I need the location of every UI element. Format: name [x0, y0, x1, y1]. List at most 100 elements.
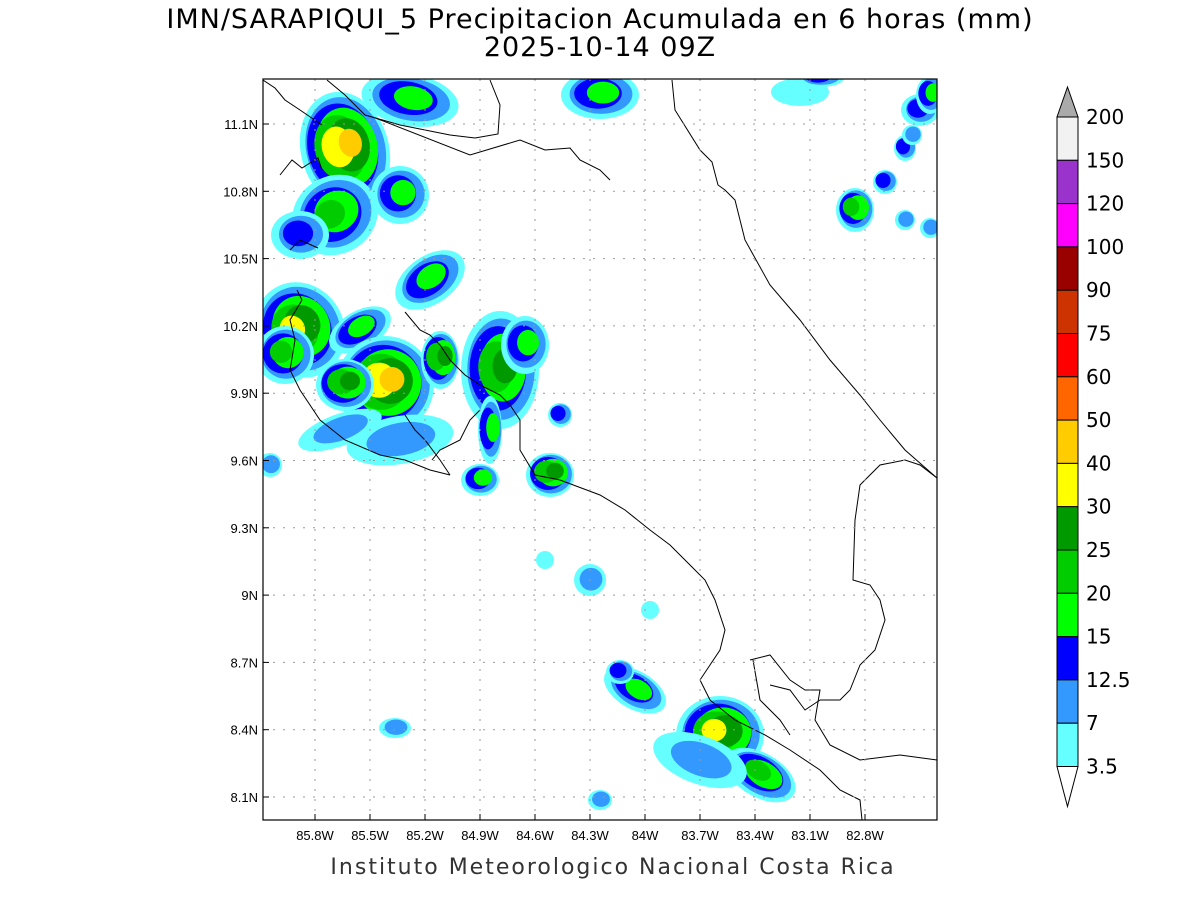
precip-contour: [875, 172, 891, 188]
colorbar-under-triangle: [1056, 766, 1079, 809]
colorbar-swatch: [1056, 419, 1079, 464]
lon-tick-label: 83.7W: [681, 828, 719, 843]
colorbar-swatch: [1056, 116, 1079, 161]
coastline-border: [289, 289, 451, 476]
precip-contour: [393, 86, 433, 111]
precip-contour: [536, 551, 554, 569]
precip-contour: [806, 79, 830, 83]
lat-tick-label: 9.9N: [231, 386, 258, 401]
colorbar-swatch: [1056, 722, 1079, 768]
colorbar-label: 50: [1086, 408, 1111, 432]
precip-contour: [670, 740, 732, 779]
coastline-border: [279, 157, 323, 176]
coastline-border: [671, 79, 937, 479]
colorbar-swatch: [1056, 679, 1079, 724]
colorbar-label: 90: [1086, 278, 1111, 302]
precip-contour: [745, 759, 772, 781]
chart-subtitle: 2025-10-14 09Z: [483, 32, 717, 63]
colorbar-swatch: [1056, 549, 1079, 594]
coastline-border: [749, 654, 937, 761]
precip-contour: [550, 405, 566, 421]
lat-tick-label: 8.7N: [231, 655, 258, 670]
precip-contour: [641, 601, 659, 619]
colorbar-swatch: [1056, 636, 1079, 681]
coastline-border: [404, 311, 863, 820]
precip-contour: [905, 126, 921, 142]
coastline-border: [431, 409, 481, 461]
lat-tick-label: 11.1N: [224, 117, 258, 132]
colorbar-swatch: [1056, 333, 1079, 378]
lon-tick-label: 84.9W: [461, 828, 499, 843]
lat-tick-label: 10.2N: [223, 319, 258, 334]
precip-contour: [925, 83, 937, 102]
colorbar-swatch: [1056, 246, 1079, 291]
lon-tick-label: 84.6W: [516, 828, 554, 843]
precip-contour: [898, 211, 914, 227]
coastline-border: [752, 659, 791, 736]
coastline-border: [820, 459, 937, 701]
precip-contour: [437, 345, 453, 367]
precip-contour: [282, 220, 314, 247]
lon-tick-label: 85.5W: [351, 828, 389, 843]
precip-contour: [366, 421, 436, 457]
lat-tick-label: 10.8N: [223, 184, 258, 199]
colorbar-label: 200: [1086, 105, 1124, 129]
colorbar-label: 100: [1086, 235, 1124, 259]
precip-contour: [586, 81, 620, 104]
precip-field: [263, 79, 937, 820]
colorbar-label: 15: [1086, 625, 1111, 649]
colorbar-label: 120: [1086, 192, 1124, 216]
colorbar-swatch: [1056, 289, 1079, 335]
colorbar-swatch: [1056, 376, 1079, 421]
chart-title: IMN/SARAPIQUI_5 Precipitacion Acumulada …: [166, 4, 1034, 35]
lon-tick-label: 83.4W: [736, 828, 774, 843]
lat-tick-label: 9.6N: [231, 454, 258, 469]
colorbar-label: 25: [1086, 538, 1111, 562]
colorbar-label: 40: [1086, 451, 1111, 475]
colorbar-label: 30: [1086, 495, 1111, 519]
precip-contour: [625, 678, 653, 701]
precip-contour: [263, 455, 280, 474]
lat-tick-label: 10.5N: [223, 252, 258, 267]
map-frame: [262, 78, 938, 821]
precip-contour: [313, 414, 368, 444]
lon-tick-label: 83.1W: [791, 828, 829, 843]
lon-tick-label: 82.8W: [846, 828, 884, 843]
precip-contour: [486, 413, 500, 443]
colorbar-label: 60: [1086, 365, 1111, 389]
precip-contour: [384, 719, 408, 735]
colorbar-label: 12.5: [1086, 668, 1131, 692]
precip-contour: [803, 79, 839, 85]
coastline-border: [326, 79, 501, 139]
lon-tick-label: 85.2W: [406, 828, 444, 843]
footer-credit: Instituto Meteorologico Nacional Costa R…: [330, 855, 896, 880]
lon-tick-label: 84.3W: [571, 828, 609, 843]
lon-tick-label: 84W: [632, 828, 659, 843]
lat-tick-label: 9N: [241, 588, 258, 603]
colorbar-label: 3.5: [1086, 755, 1118, 779]
coastline-border: [769, 684, 821, 711]
colorbar-swatch: [1056, 462, 1079, 508]
precip-contour: [609, 662, 627, 678]
coastline-border: [289, 239, 319, 251]
coastline-border: [263, 79, 323, 126]
lat-tick-label: 9.3N: [231, 521, 258, 536]
precip-contour: [579, 567, 603, 591]
colorbar-swatch: [1056, 506, 1079, 551]
colorbar-label: 75: [1086, 322, 1111, 346]
precip-contour: [473, 469, 493, 486]
precip-contour: [923, 219, 937, 235]
colorbar-label: 150: [1086, 148, 1124, 172]
precip-contour: [842, 197, 860, 216]
precip-contour: [390, 179, 416, 206]
precip-contour: [517, 329, 539, 356]
lon-tick-label: 85.8W: [296, 828, 334, 843]
precip-contour: [339, 371, 361, 391]
colorbar-swatch: [1056, 203, 1079, 248]
lat-tick-label: 8.4N: [231, 723, 258, 738]
precip-contour: [348, 315, 375, 338]
precip-contour: [269, 340, 293, 363]
colorbar-over-triangle: [1056, 85, 1079, 118]
colorbar-swatch: [1056, 159, 1079, 205]
